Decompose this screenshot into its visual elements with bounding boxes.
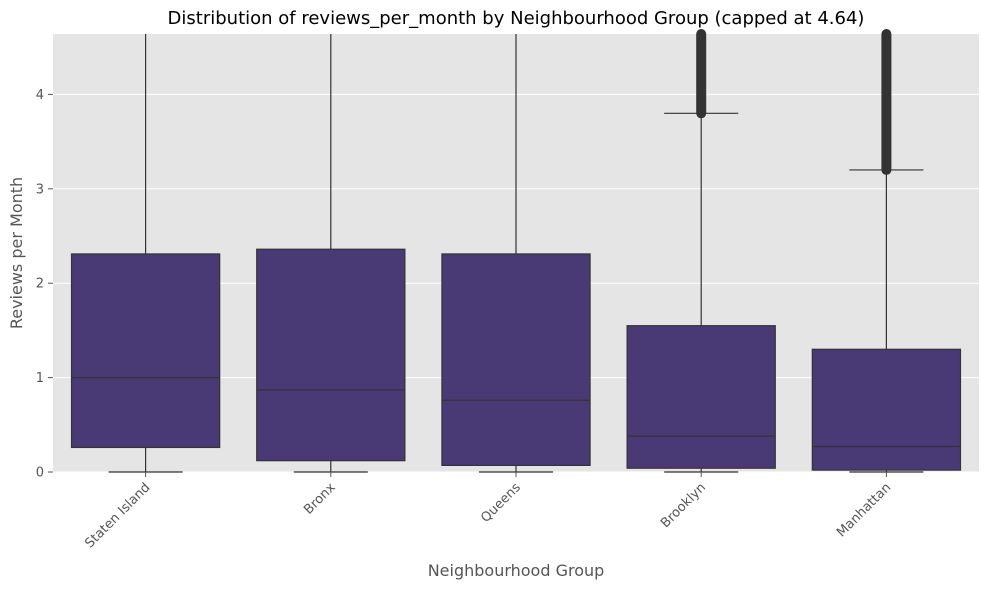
y-tick-labels: 0 1 2 3 4 <box>36 88 53 481</box>
y-axis-label: Reviews per Month <box>7 177 26 329</box>
iqr-box <box>811 348 962 471</box>
x-axis-label: Neighbourhood Group <box>428 561 605 580</box>
iqr-box <box>256 248 406 462</box>
y-tick-label: 0 <box>36 466 44 481</box>
box-group <box>256 34 406 473</box>
iqr-box <box>626 325 776 469</box>
x-tick-label: Bronx <box>301 480 339 518</box>
x-tick-labels: Staten Island Bronx Queens Brooklyn Manhatta… <box>82 472 894 551</box>
x-tick-label: Manhattan <box>834 480 894 540</box>
box-group <box>626 29 776 473</box>
x-tick-label: Brooklyn <box>658 480 709 531</box>
x-tick-label: Staten Island <box>82 480 153 551</box>
y-tick-label: 1 <box>36 371 44 386</box>
box-group <box>811 29 962 473</box>
x-tick-label: Queens <box>478 480 524 526</box>
y-tick-label: 2 <box>36 277 44 292</box>
iqr-box <box>70 253 221 449</box>
iqr-box <box>441 253 591 466</box>
y-tick-label: 3 <box>36 182 44 197</box>
box-group <box>70 34 221 473</box>
boxes <box>70 29 962 473</box>
y-tick-label: 4 <box>36 88 44 103</box>
box-group <box>441 34 591 473</box>
chart-title: Distribution of reviews_per_month by Nei… <box>168 8 865 29</box>
